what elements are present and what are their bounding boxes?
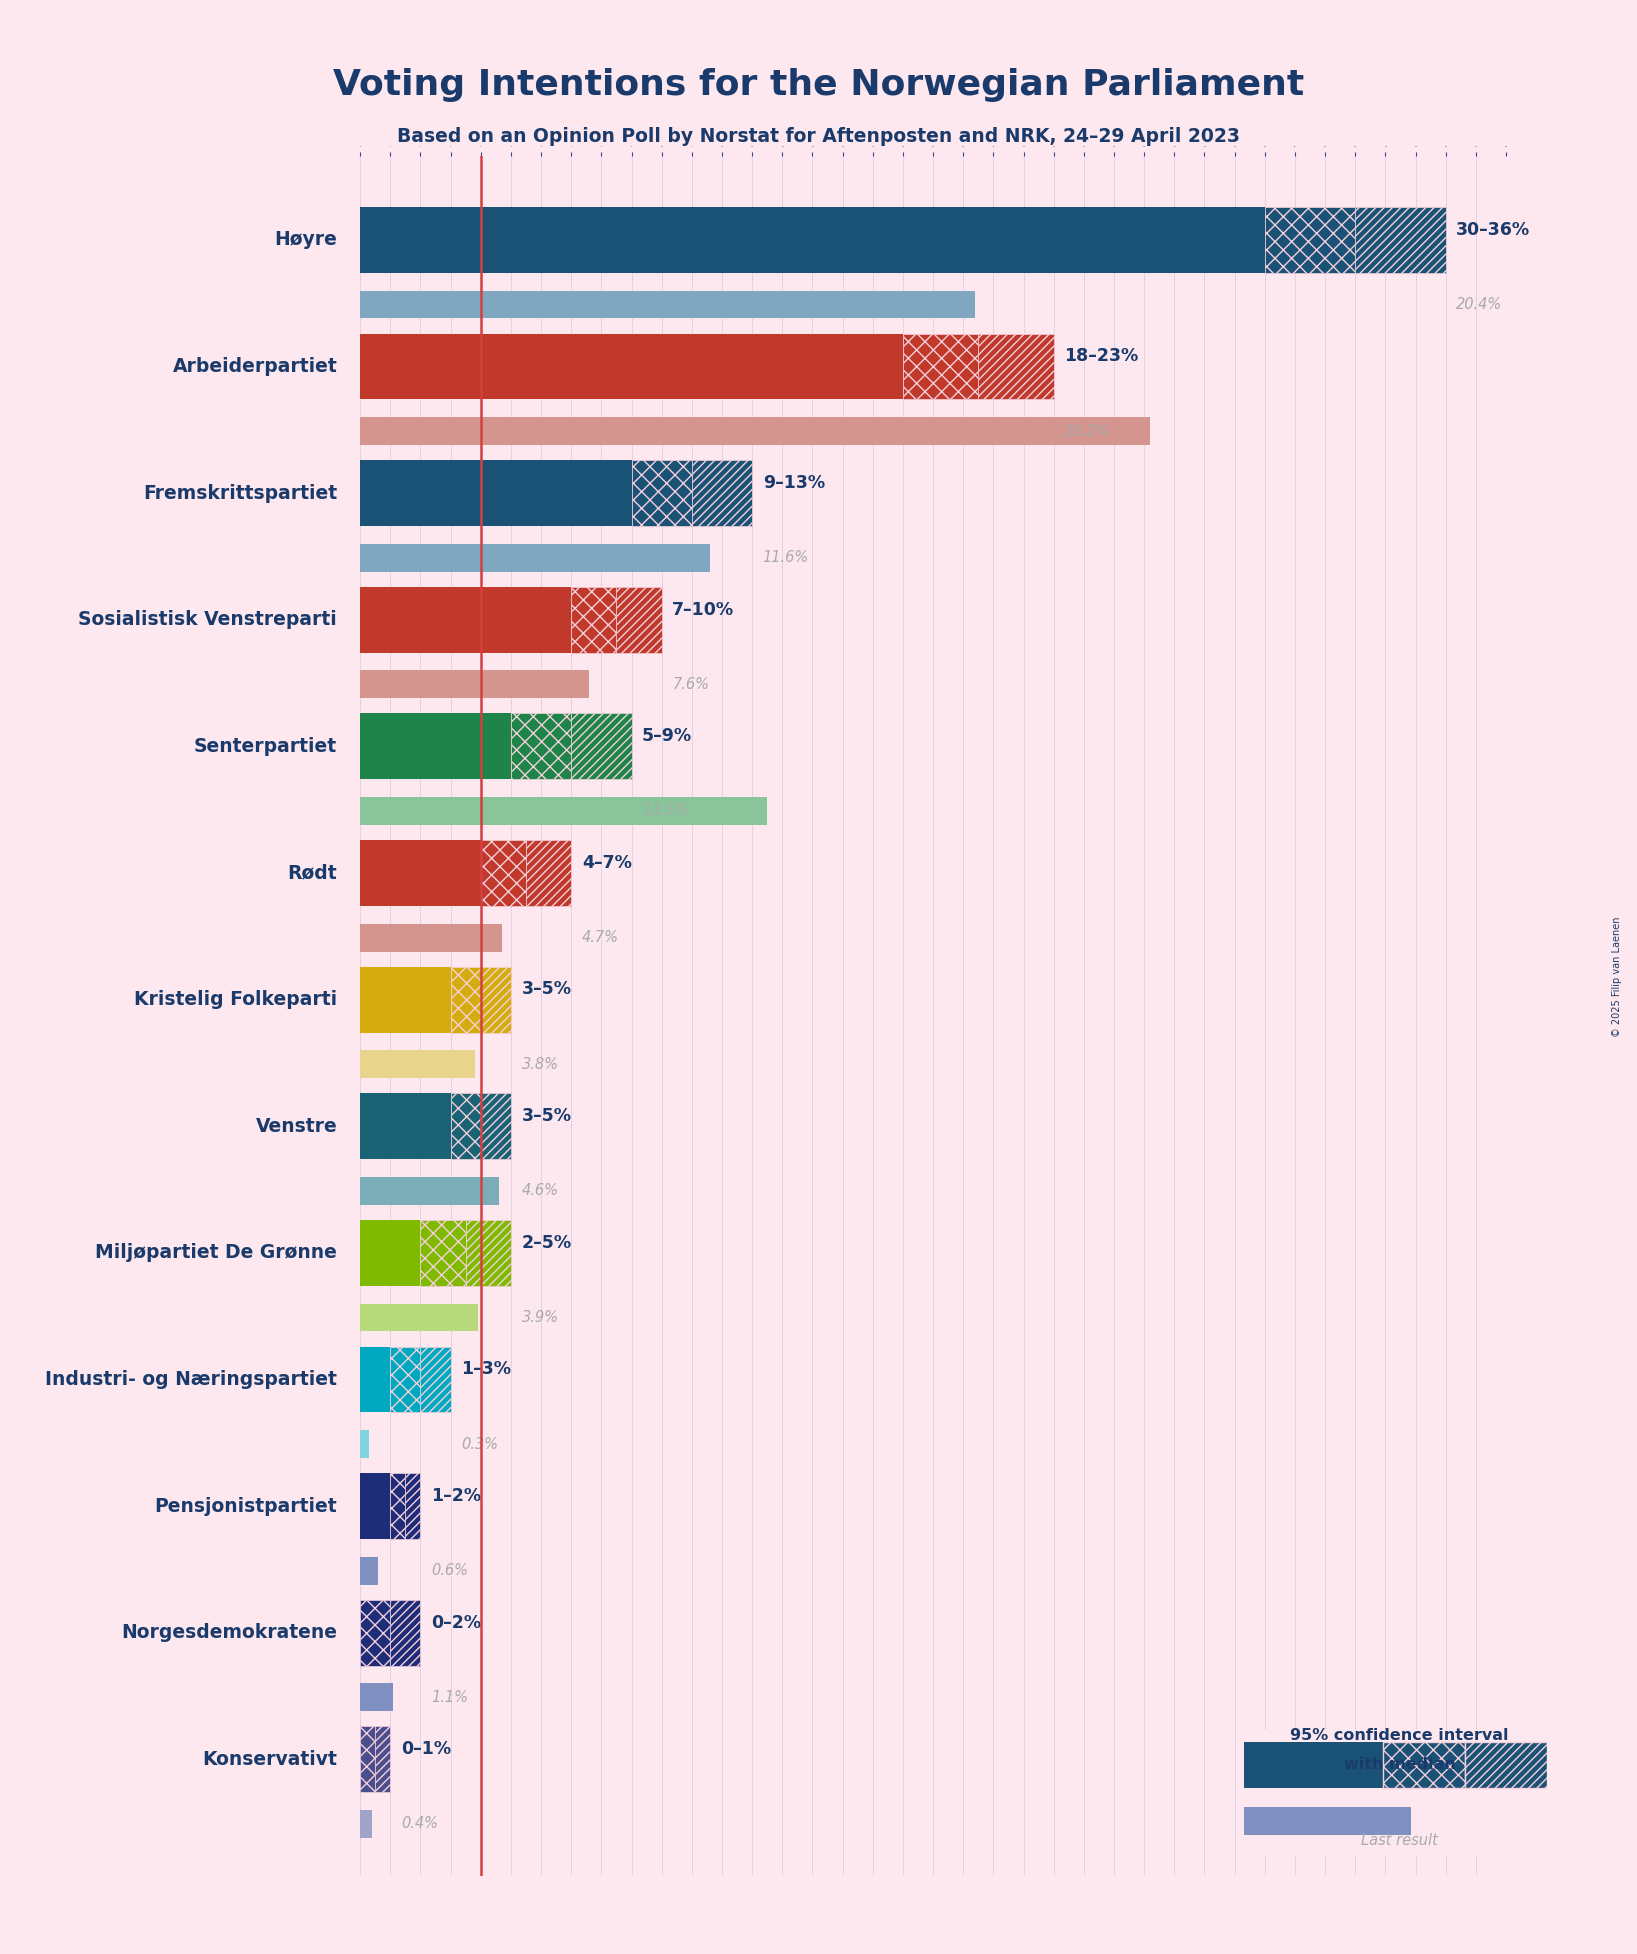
Bar — [360, 670, 589, 698]
Bar — [390, 1346, 421, 1413]
Text: Last result: Last result — [1362, 1833, 1437, 1848]
Bar — [1265, 207, 1355, 274]
Text: 2–5%: 2–5% — [522, 1233, 571, 1253]
Text: 4–7%: 4–7% — [581, 854, 632, 871]
Bar — [421, 1346, 450, 1413]
Text: Venstre: Venstre — [255, 1118, 337, 1135]
Text: Rødt: Rødt — [288, 864, 337, 883]
Text: Høyre: Høyre — [275, 231, 337, 250]
Text: Miljøpartiet De Grønne: Miljøpartiet De Grønne — [95, 1243, 337, 1262]
Bar — [360, 713, 511, 780]
Bar — [692, 461, 751, 526]
Text: 3.9%: 3.9% — [522, 1309, 558, 1325]
Text: Arbeiderpartiet: Arbeiderpartiet — [172, 358, 337, 375]
Bar — [511, 713, 571, 780]
Text: 5–9%: 5–9% — [642, 727, 692, 744]
Bar — [1355, 207, 1445, 274]
Bar — [632, 461, 692, 526]
Text: Kristelig Folkeparti: Kristelig Folkeparti — [134, 991, 337, 1008]
Text: Fremskrittspartiet: Fremskrittspartiet — [142, 485, 337, 502]
Text: 3–5%: 3–5% — [522, 981, 571, 998]
Text: with median: with median — [1344, 1757, 1455, 1772]
Bar — [481, 967, 511, 1032]
Bar — [1244, 1807, 1411, 1835]
Text: 3.8%: 3.8% — [522, 1057, 558, 1071]
Text: 0–1%: 0–1% — [401, 1741, 450, 1759]
Bar — [360, 967, 450, 1032]
Text: 7–10%: 7–10% — [673, 600, 735, 619]
Text: 4.6%: 4.6% — [522, 1184, 558, 1198]
Bar — [979, 334, 1054, 399]
Bar — [360, 840, 481, 907]
Bar — [450, 1094, 481, 1159]
Bar — [360, 1600, 390, 1665]
Bar — [360, 1049, 475, 1079]
Bar — [525, 840, 571, 907]
Text: Norgesdemokratene: Norgesdemokratene — [121, 1624, 337, 1641]
Bar — [360, 1219, 421, 1286]
Bar — [360, 1809, 372, 1839]
Bar — [360, 1094, 450, 1159]
Text: 1–2%: 1–2% — [431, 1487, 481, 1505]
Text: Senterpartiet: Senterpartiet — [195, 737, 337, 756]
Text: 0.6%: 0.6% — [431, 1563, 468, 1579]
Bar — [360, 207, 1265, 274]
Bar — [360, 461, 632, 526]
Text: © 2025 Filip van Laenen: © 2025 Filip van Laenen — [1612, 916, 1622, 1038]
Text: 1.1%: 1.1% — [431, 1690, 468, 1704]
Bar — [360, 1684, 393, 1712]
Text: 9–13%: 9–13% — [763, 475, 825, 492]
Text: Konservativt: Konservativt — [203, 1751, 337, 1768]
Text: 30–36%: 30–36% — [1457, 221, 1531, 238]
Bar — [421, 1219, 465, 1286]
Bar — [904, 334, 979, 399]
Bar — [481, 840, 525, 907]
Bar — [360, 543, 710, 573]
Bar — [360, 416, 1151, 446]
Bar — [465, 1219, 511, 1286]
Bar — [360, 1473, 390, 1540]
Text: Pensjonistpartiet: Pensjonistpartiet — [154, 1497, 337, 1516]
Bar — [406, 1473, 421, 1540]
Bar — [360, 1176, 499, 1206]
Text: 11.6%: 11.6% — [763, 551, 809, 565]
Text: 95% confidence interval: 95% confidence interval — [1290, 1727, 1509, 1743]
Bar — [1465, 1743, 1547, 1788]
Bar — [360, 334, 904, 399]
Text: 0–2%: 0–2% — [431, 1614, 481, 1632]
Text: 13.5%: 13.5% — [642, 803, 688, 819]
Text: Voting Intentions for the Norwegian Parliament: Voting Intentions for the Norwegian Parl… — [332, 68, 1305, 102]
Bar — [571, 713, 632, 780]
Text: Based on an Opinion Poll by Norstat for Aftenposten and NRK, 24–29 April 2023: Based on an Opinion Poll by Norstat for … — [398, 127, 1239, 147]
Bar — [1383, 1743, 1465, 1788]
Bar — [360, 1557, 378, 1585]
Bar — [360, 797, 768, 825]
Bar — [360, 924, 503, 952]
Bar — [390, 1473, 406, 1540]
Text: Industri- og Næringspartiet: Industri- og Næringspartiet — [46, 1370, 337, 1389]
Bar — [360, 1430, 370, 1458]
Bar — [1244, 1743, 1383, 1788]
Bar — [390, 1600, 421, 1665]
Text: 1–3%: 1–3% — [462, 1360, 511, 1378]
Bar — [617, 586, 661, 653]
Text: 7.6%: 7.6% — [673, 676, 709, 692]
Text: 20.4%: 20.4% — [1457, 297, 1503, 313]
Bar — [375, 1727, 390, 1792]
Text: 18–23%: 18–23% — [1064, 348, 1138, 365]
Bar — [450, 967, 481, 1032]
Bar — [571, 586, 617, 653]
Text: 4.7%: 4.7% — [581, 930, 619, 946]
Bar — [360, 586, 571, 653]
Text: 26.2%: 26.2% — [1064, 424, 1110, 438]
Text: 0.3%: 0.3% — [462, 1436, 498, 1452]
Bar — [360, 1346, 390, 1413]
Bar — [360, 291, 976, 319]
Bar — [360, 1303, 478, 1331]
Text: Sosialistisk Venstreparti: Sosialistisk Venstreparti — [79, 610, 337, 629]
Text: 0.4%: 0.4% — [401, 1817, 437, 1831]
Bar — [481, 1094, 511, 1159]
Text: 3–5%: 3–5% — [522, 1108, 571, 1126]
Bar — [360, 1727, 375, 1792]
